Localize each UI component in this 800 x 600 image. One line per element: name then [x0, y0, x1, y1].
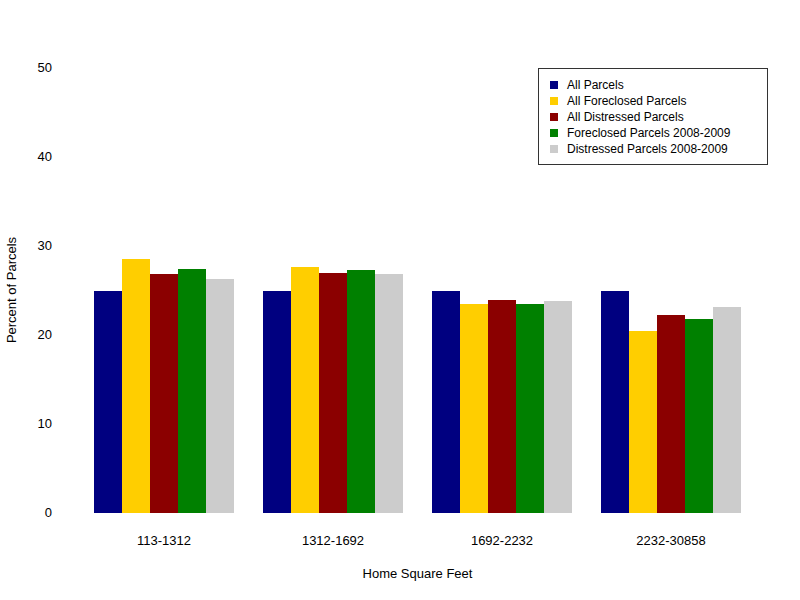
- bar-all-foreclosed-parcels: [629, 331, 657, 513]
- y-tick-label: 20: [0, 328, 52, 342]
- bar-all-distressed-parcels: [319, 273, 347, 513]
- legend-item: All Parcels: [550, 77, 767, 93]
- y-tick-label: 10: [0, 417, 52, 431]
- bar-distressed-parcels-2008-2009: [375, 274, 403, 513]
- bar-foreclosed-parcels-2008-2009: [347, 270, 375, 513]
- bar-all-parcels: [432, 291, 460, 514]
- x-category-label: 113-1312: [94, 533, 234, 548]
- legend-label: All Foreclosed Parcels: [567, 94, 686, 108]
- legend-label: Foreclosed Parcels 2008-2009: [567, 126, 730, 140]
- legend-label: All Distressed Parcels: [567, 110, 684, 124]
- x-category-label: 2232-30858: [601, 533, 741, 548]
- bar-all-foreclosed-parcels: [291, 267, 319, 513]
- legend-swatch-icon: [550, 97, 558, 105]
- legend-item: Distressed Parcels 2008-2009: [550, 141, 767, 157]
- bar-all-foreclosed-parcels: [460, 304, 488, 513]
- legend-swatch-icon: [550, 145, 558, 153]
- y-tick-label: 50: [0, 61, 52, 75]
- bar-all-distressed-parcels: [150, 274, 178, 513]
- x-axis-title: Home Square Feet: [94, 566, 741, 581]
- y-tick-label: 0: [0, 506, 52, 520]
- legend: All Parcels All Foreclosed Parcels All Dis…: [538, 68, 768, 165]
- bar-all-distressed-parcels: [488, 300, 516, 513]
- bar-foreclosed-parcels-2008-2009: [516, 304, 544, 513]
- bar-foreclosed-parcels-2008-2009: [178, 269, 206, 513]
- bar-all-distressed-parcels: [657, 315, 685, 513]
- bar-distressed-parcels-2008-2009: [713, 307, 741, 513]
- legend-label: All Parcels: [567, 78, 624, 92]
- bar-all-parcels: [94, 291, 122, 514]
- bar-distressed-parcels-2008-2009: [544, 301, 572, 513]
- bar-distressed-parcels-2008-2009: [206, 279, 234, 513]
- legend-label: Distressed Parcels 2008-2009: [567, 142, 728, 156]
- legend-item: All Distressed Parcels: [550, 109, 767, 125]
- bar-all-parcels: [263, 291, 291, 514]
- legend-item: All Foreclosed Parcels: [550, 93, 767, 109]
- y-tick-label: 30: [0, 239, 52, 253]
- x-category-label: 1692-2232: [432, 533, 572, 548]
- bar-all-parcels: [601, 291, 629, 514]
- legend-swatch-icon: [550, 113, 558, 121]
- x-category-label: 1312-1692: [263, 533, 403, 548]
- legend-swatch-icon: [550, 129, 558, 137]
- y-tick-label: 40: [0, 150, 52, 164]
- bar-chart: Percent of Parcels 01020304050 113-13121…: [0, 0, 800, 600]
- bar-all-foreclosed-parcels: [122, 259, 150, 513]
- legend-swatch-icon: [550, 81, 558, 89]
- bar-foreclosed-parcels-2008-2009: [685, 319, 713, 513]
- legend-item: Foreclosed Parcels 2008-2009: [550, 125, 767, 141]
